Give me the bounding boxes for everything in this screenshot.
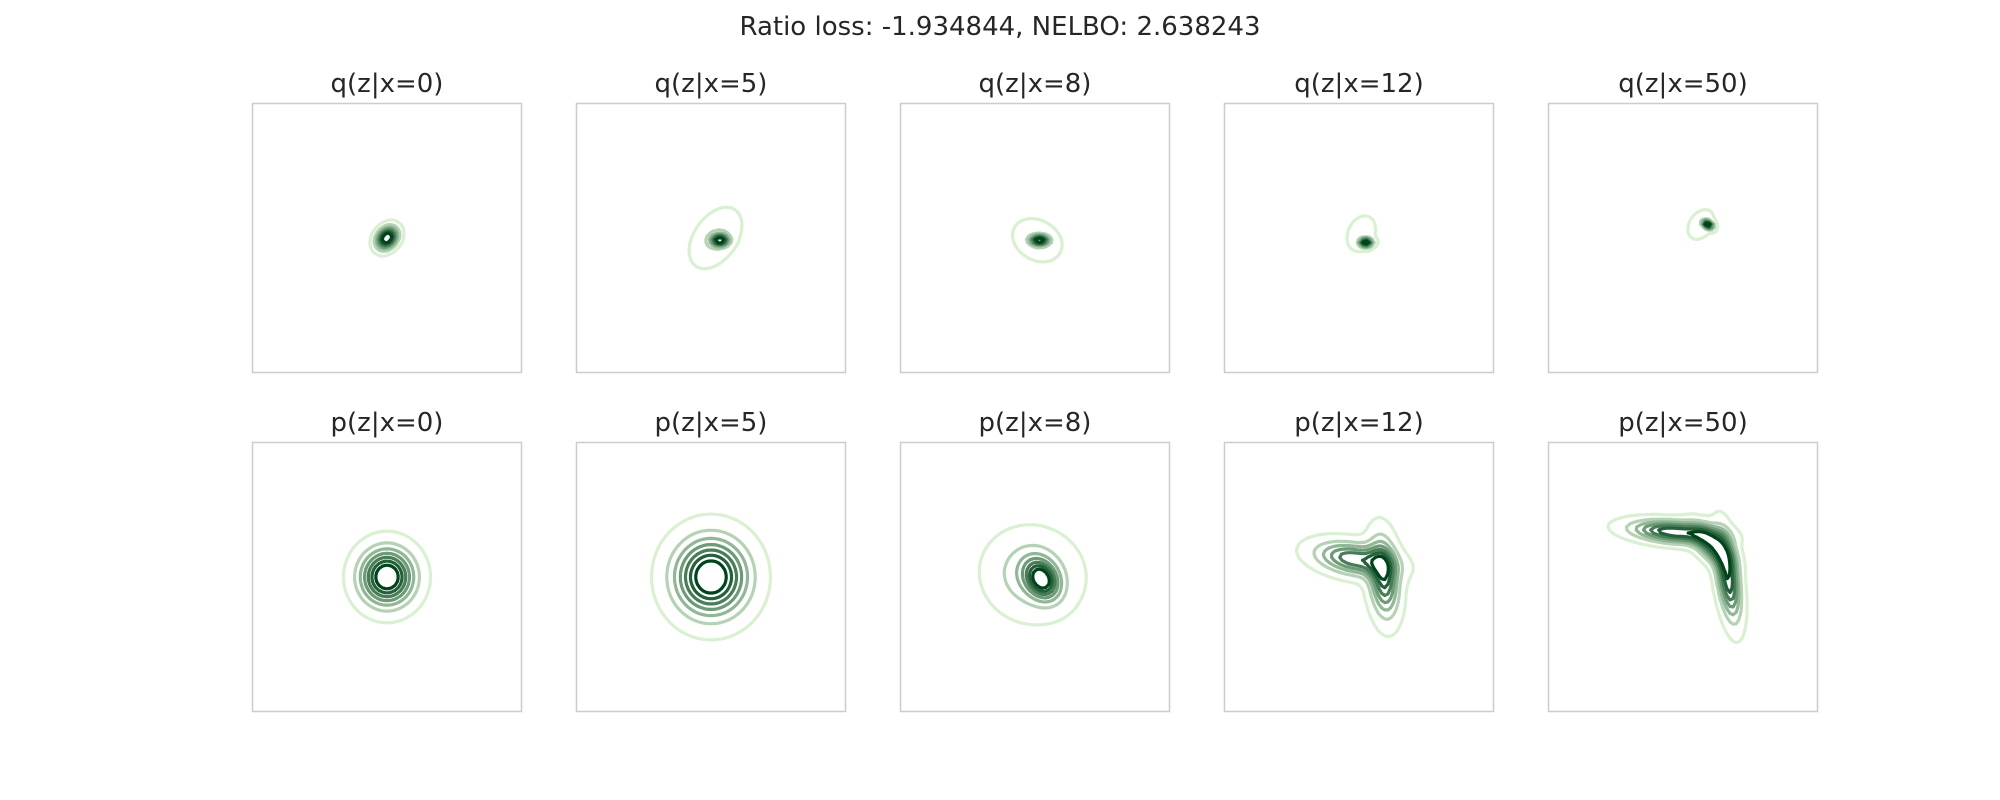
contour-level-6	[1027, 564, 1054, 593]
contour-level-5	[1024, 560, 1057, 596]
contour-level-7	[374, 563, 400, 591]
axes-frame	[251, 441, 523, 713]
contour-level-5	[683, 548, 739, 606]
subplot-q-x0: q(z|x=0)	[251, 69, 523, 374]
subplot-p-x0: p(z|x=0)	[251, 408, 523, 713]
contour-level-7	[694, 559, 728, 595]
contour-level-6	[370, 559, 404, 595]
contour-level-4	[363, 551, 411, 603]
contour-plot	[575, 102, 847, 374]
contour-level-4	[1020, 556, 1060, 600]
axes-frame	[1547, 102, 1819, 374]
contour-level-6	[1360, 551, 1393, 590]
subplot-p-x8: p(z|x=8)	[899, 408, 1171, 713]
contour-level-3	[358, 547, 416, 607]
contour-plot	[899, 441, 1171, 713]
contour-level-1	[368, 218, 406, 258]
contour-level-3	[672, 536, 750, 618]
subplot-p-x50: p(z|x=50)	[1547, 408, 1819, 713]
contour-plot	[1547, 102, 1819, 374]
contour-plot	[1223, 441, 1495, 713]
contour-level-5	[366, 555, 408, 599]
contour-plot	[575, 441, 847, 713]
contour-level-6	[1657, 526, 1734, 595]
subplot-title: p(z|x=0)	[330, 408, 444, 438]
subplot-title: p(z|x=12)	[1294, 408, 1424, 438]
axes-frame	[575, 102, 847, 374]
contour-level-4	[1642, 522, 1739, 609]
subplot-q-x50: q(z|x=50)	[1547, 69, 1819, 374]
contour-plot	[251, 441, 523, 713]
contour-plot	[899, 102, 1171, 374]
contour-level-7	[380, 231, 394, 245]
axes-frame	[251, 102, 523, 374]
axes-frame	[575, 441, 847, 713]
contour-plot	[1547, 441, 1819, 713]
contour-level-1	[1295, 515, 1415, 639]
subplot-title: p(z|x=5)	[654, 408, 768, 438]
contour-level-1	[687, 205, 744, 271]
contour-level-1	[1345, 214, 1380, 254]
contour-level-7	[1703, 221, 1712, 228]
contour-level-1	[977, 523, 1088, 627]
contour-level-4	[678, 543, 744, 611]
contour-level-7	[1686, 530, 1732, 581]
contour-level-1	[1606, 509, 1749, 645]
contour-level-3	[1015, 551, 1064, 604]
contour-level-6	[688, 553, 734, 601]
subplot-p-x12: p(z|x=12)	[1223, 408, 1495, 713]
axes-frame	[1223, 102, 1495, 374]
contour-level-3	[1634, 520, 1741, 617]
contour-level-4	[1330, 544, 1398, 605]
subplot-title: q(z|x=8)	[978, 69, 1092, 99]
axes-frame	[1223, 441, 1495, 713]
contour-level-1	[650, 512, 772, 642]
subplot-title: p(z|x=50)	[1618, 408, 1748, 438]
subplot-title: q(z|x=5)	[654, 69, 768, 99]
subplot-q-x12: q(z|x=12)	[1223, 69, 1495, 374]
contour-level-2	[665, 528, 757, 626]
subplot-title: q(z|x=0)	[330, 69, 444, 99]
contour-level-1	[1686, 208, 1720, 241]
contour-level-7	[1031, 567, 1051, 590]
contour-level-2	[1002, 543, 1069, 610]
subplot-title: p(z|x=8)	[978, 408, 1092, 438]
contour-level-7	[1370, 554, 1390, 582]
contour-plot	[1223, 102, 1495, 374]
axes-frame	[899, 441, 1171, 713]
contour-level-2	[704, 228, 734, 251]
contour-level-7	[714, 236, 726, 245]
contour-level-2	[372, 223, 402, 253]
contour-level-2	[1312, 532, 1404, 621]
contour-plot	[251, 102, 523, 374]
figure-title: Ratio loss: -1.934844, NELBO: 2.638243	[739, 12, 1261, 42]
axes-frame	[1547, 441, 1819, 713]
contour-level-5	[1649, 524, 1737, 602]
contour-level-1	[1011, 217, 1064, 264]
contour-level-2	[1625, 517, 1744, 626]
contour-level-7	[1034, 236, 1045, 245]
contour-level-7	[1361, 239, 1370, 246]
contour-level-2	[353, 541, 421, 613]
subplot-q-x5: q(z|x=5)	[575, 69, 847, 374]
contour-level-5	[1338, 548, 1395, 598]
subplot-p-x5: p(z|x=5)	[575, 408, 847, 713]
subplot-title: q(z|x=12)	[1294, 69, 1424, 99]
axes-frame	[899, 102, 1171, 374]
contour-level-3	[1321, 539, 1400, 612]
subplot-title: q(z|x=50)	[1618, 69, 1748, 99]
subplot-q-x8: q(z|x=8)	[899, 69, 1171, 374]
contour-level-1	[341, 529, 433, 625]
